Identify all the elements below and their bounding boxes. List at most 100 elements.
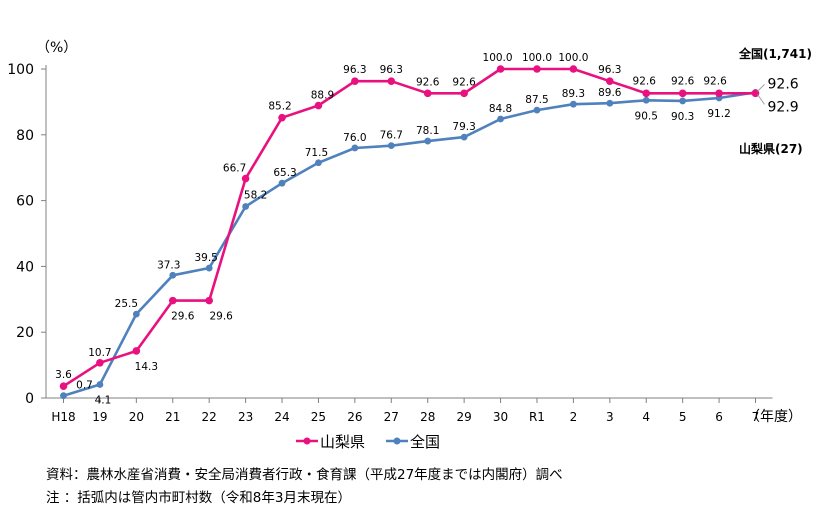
y-tick-label: 20 — [16, 325, 34, 341]
data-label-yamanashi: 10.7 — [88, 347, 111, 359]
data-point-yamanashi — [533, 65, 541, 73]
data-label-yamanashi: 96.3 — [380, 64, 403, 76]
y-tick-label: 40 — [16, 259, 34, 275]
data-label-yamanashi: 100.0 — [522, 52, 552, 64]
data-point-yamanashi — [569, 65, 578, 73]
series-lines — [59, 65, 760, 400]
data-label-yamanashi: 29.6 — [171, 311, 195, 323]
data-label-national: 4.1 — [95, 395, 112, 407]
data-point-national — [132, 310, 140, 318]
data-point-national — [351, 144, 359, 152]
leader-line — [757, 83, 765, 92]
x-tick-label: 3 — [606, 410, 614, 424]
data-point-national — [242, 203, 250, 210]
data-point-national — [278, 179, 286, 187]
data-point-yamanashi — [351, 77, 359, 85]
data-point-national — [569, 100, 577, 108]
data-point-national — [315, 159, 322, 167]
legend-item-yamanashi: 山梨県 — [296, 433, 365, 451]
legend-marker — [393, 437, 401, 445]
x-tick-label: 22 — [202, 410, 217, 424]
data-point-national — [460, 133, 468, 141]
x-tick-label: 29 — [456, 410, 471, 424]
data-label-national: 76.7 — [380, 130, 403, 142]
side-label-yamanashi: 山梨県(27) — [739, 141, 803, 156]
x-tick-label: 26 — [347, 410, 362, 424]
x-unit-label: （年度） — [746, 409, 802, 425]
data-point-yamanashi — [496, 65, 505, 73]
data-point-yamanashi — [715, 89, 723, 98]
x-tick-label: 6 — [715, 410, 723, 424]
data-label-national: 90.5 — [635, 110, 658, 122]
x-tick-label: 19 — [92, 410, 107, 424]
side-label-national: 全国(1,741) — [738, 46, 812, 61]
x-tick-label: 27 — [384, 410, 399, 424]
data-label-national: 39.5 — [194, 252, 217, 264]
y-tick-label: 60 — [16, 194, 34, 210]
data-label-national: 71.5 — [305, 147, 328, 159]
legend-label: 全国 — [410, 433, 440, 451]
x-tick-label: 24 — [274, 410, 289, 424]
footnote: 注 ：括弧内は管内市町村数（令和8年3月末現在） — [46, 490, 351, 506]
data-label-yamanashi: 96.3 — [598, 64, 621, 76]
data-point-national — [606, 99, 614, 107]
data-point-national — [424, 137, 432, 145]
x-tick-label: 23 — [238, 410, 253, 424]
data-label-yamanashi: 29.6 — [209, 311, 233, 323]
data-point-yamanashi — [606, 77, 614, 85]
data-label-yamanashi: 100.0 — [483, 52, 513, 64]
legend-label: 山梨県 — [320, 433, 365, 451]
data-label-national: 84.8 — [489, 103, 512, 115]
end-label-yamanashi: 92.6 — [768, 76, 799, 92]
data-label-yamanashi: 85.2 — [268, 101, 291, 113]
data-labels: 3.6 10.7 14.3 29.6 29.6 66.7 85.2 88.9 96.3 96.3 9… — [55, 46, 812, 407]
data-point-national — [169, 271, 177, 279]
data-label-yamanashi: 92.6 — [671, 75, 695, 87]
data-label-national: 90.3 — [671, 111, 694, 123]
data-label-national: 87.5 — [525, 94, 548, 106]
y-tick-label: 100 — [7, 62, 34, 78]
x-tick-label: 30 — [493, 410, 508, 424]
data-label-national: 79.3 — [452, 121, 475, 133]
data-point-yamanashi — [241, 174, 250, 183]
data-point-national — [679, 97, 687, 105]
data-label-yamanashi: 96.3 — [343, 64, 366, 76]
data-point-yamanashi — [642, 89, 651, 98]
y-unit-label: （%） — [36, 40, 77, 56]
data-point-national — [642, 96, 650, 104]
data-point-yamanashi — [314, 101, 323, 110]
x-tick-label: 7 — [752, 410, 760, 424]
data-label-yamanashi: 14.3 — [135, 361, 158, 373]
data-point-yamanashi — [678, 89, 687, 98]
end-label-national: 92.9 — [768, 99, 799, 115]
legend: 山梨県 全国 — [296, 433, 440, 451]
data-point-yamanashi — [751, 89, 760, 98]
x-tick-label: 20 — [129, 410, 144, 424]
data-point-yamanashi — [205, 296, 213, 305]
data-label-yamanashi: 92.6 — [633, 75, 657, 87]
x-tick-label: 28 — [420, 410, 435, 424]
data-point-yamanashi — [96, 358, 104, 367]
data-label-national: 25.5 — [115, 298, 138, 310]
data-label-national: 89.3 — [562, 88, 585, 100]
data-label-yamanashi: 100.0 — [558, 52, 588, 64]
data-point-national — [387, 142, 395, 150]
data-label-yamanashi: 3.6 — [55, 369, 72, 381]
data-point-national — [205, 264, 213, 272]
data-label-yamanashi: 92.6 — [416, 76, 440, 88]
data-point-national — [497, 115, 504, 123]
data-point-yamanashi — [423, 89, 432, 98]
data-label-national: 65.3 — [273, 167, 296, 179]
data-label-yamanashi: 92.6 — [703, 75, 727, 87]
data-label-national: 89.6 — [598, 87, 622, 99]
x-tick-label: 2 — [570, 410, 578, 424]
data-point-yamanashi — [278, 113, 286, 122]
data-label-national: 91.2 — [707, 108, 730, 120]
x-tick-label: 5 — [679, 410, 687, 424]
data-point-yamanashi — [132, 347, 141, 355]
data-point-yamanashi — [168, 296, 177, 305]
data-label-national: 76.0 — [343, 132, 366, 144]
y-tick-label: 0 — [25, 391, 34, 407]
